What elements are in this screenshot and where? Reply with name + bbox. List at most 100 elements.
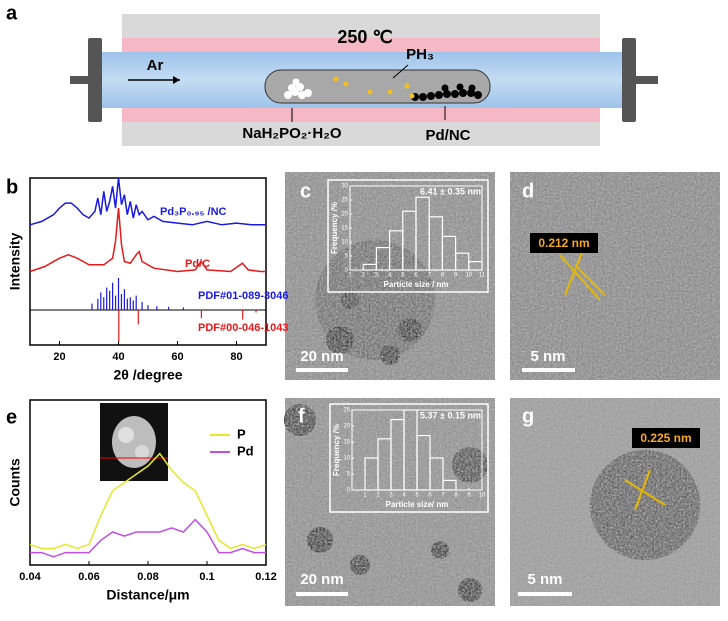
precursor-powder xyxy=(284,78,312,99)
end-cap xyxy=(88,38,102,122)
x-tick-label: 2 xyxy=(376,493,380,499)
x-tick-label: 7 xyxy=(428,273,432,279)
y-tick-label: 15 xyxy=(343,440,350,446)
label-box xyxy=(530,233,598,253)
arrow-head xyxy=(173,76,180,84)
x-tick-label: 10 xyxy=(479,493,486,499)
scale-bar-label: 20 nm xyxy=(300,348,343,365)
haadf-inset xyxy=(100,403,168,481)
y-tick-label: 20 xyxy=(341,212,348,218)
precursor-label: NaH₂PO₂·H₂O xyxy=(242,125,342,142)
panel-label: b xyxy=(6,176,18,198)
y-tick-label: 10 xyxy=(343,456,350,462)
tem-c xyxy=(285,172,495,380)
ph3-gas xyxy=(333,76,415,99)
x-axis-label: Particle size / nm xyxy=(384,280,449,289)
legend-label: Pd xyxy=(237,443,254,458)
x-tick-label: 3 xyxy=(389,493,393,499)
x-tick-label: 9 xyxy=(467,493,471,499)
plot-frame xyxy=(29,177,267,346)
hist-bar xyxy=(429,457,444,491)
x-tick-label: 6 xyxy=(428,493,432,499)
y-tick-label: 0 xyxy=(347,488,351,494)
x-tick-label: 1 xyxy=(363,493,367,499)
legend-label: P xyxy=(237,426,246,441)
temperature: 250 ℃ xyxy=(337,27,392,47)
x-tick-label: 80 xyxy=(230,351,242,363)
tem-f xyxy=(284,398,495,606)
series-label: Pd/C xyxy=(185,258,210,270)
end-pin xyxy=(636,76,658,84)
panel-label: e xyxy=(6,406,17,428)
end-cap xyxy=(622,38,636,122)
x-tick-label: 11 xyxy=(479,273,486,279)
mean-size: 6.41 ± 0.35 nm xyxy=(420,186,481,196)
x-tick-label: 4 xyxy=(388,273,392,279)
x-tick-label: 1 xyxy=(348,273,352,279)
y-tick-label: 0 xyxy=(345,268,349,274)
x-tick-label: 10 xyxy=(465,273,472,279)
panel-label: a xyxy=(6,2,18,24)
y-axis-label: Counts xyxy=(7,458,23,506)
scale-bar-label: 5 nm xyxy=(527,571,562,588)
x-tick-label: 8 xyxy=(441,273,445,279)
y-tick-label: 5 xyxy=(345,254,349,260)
scale-bar-label: 20 nm xyxy=(300,571,343,588)
y-tick-label: 10 xyxy=(341,240,348,246)
reference-label: PDF#01-089-3046 xyxy=(198,290,289,302)
panel-label: c xyxy=(300,180,311,202)
x-tick-label: 5 xyxy=(401,273,405,279)
x-tick-label: 8 xyxy=(454,493,458,499)
x-tick-label: 0.04 xyxy=(19,571,41,583)
x-tick-label: 9 xyxy=(454,273,458,279)
x-tick-label: 0.06 xyxy=(78,571,99,583)
data-line xyxy=(29,452,267,550)
data-line xyxy=(29,177,266,226)
support-label: Pd/NC xyxy=(426,127,471,144)
x-tick-label: 20 xyxy=(53,351,65,363)
series-label: Pd₃P₀.₉₅ /NC xyxy=(160,206,227,218)
panel-label: f xyxy=(298,405,305,427)
pd-nc-powder xyxy=(411,83,482,101)
mean-size: 5.37 ± 0.15 nm xyxy=(420,410,481,420)
label-box xyxy=(632,428,700,448)
x-tick-label: 4 xyxy=(402,493,406,499)
lattice-spacing: 0.225 nm xyxy=(640,431,691,445)
inset-frame xyxy=(327,179,489,293)
x-axis-label: 2θ /degree xyxy=(113,367,182,383)
data-line xyxy=(29,208,266,273)
panel-label: d xyxy=(522,180,534,202)
y-tick-label: 5 xyxy=(347,472,351,478)
x-tick-label: 2 xyxy=(362,273,366,279)
hist-bar xyxy=(468,261,483,271)
x-tick-label: 5 xyxy=(415,493,419,499)
y-tick-label: 15 xyxy=(341,226,348,232)
y-tick-label: 20 xyxy=(343,424,350,430)
x-tick-label: 0.1 xyxy=(199,571,214,583)
x-tick-label: 3 xyxy=(375,273,379,279)
x-tick-label: 40 xyxy=(112,351,124,363)
reference-label: PDF#00-046-1043 xyxy=(198,322,289,334)
data-line xyxy=(30,518,266,558)
x-tick-label: 0.12 xyxy=(255,571,276,583)
x-tick-label: 6 xyxy=(414,273,418,279)
inset-frame xyxy=(329,403,489,513)
x-tick-label: 7 xyxy=(441,493,445,499)
arrow xyxy=(392,64,409,79)
end-pin xyxy=(70,76,92,84)
x-axis-label: Particle size/ nm xyxy=(386,500,449,509)
y-axis-label: Frequency /% xyxy=(330,202,339,254)
hist-bar xyxy=(442,479,457,491)
lattice-spacing: 0.212 nm xyxy=(538,236,589,250)
y-tick-label: 25 xyxy=(341,198,348,204)
y-axis-label: Frequency /% xyxy=(332,424,341,476)
y-tick-label: 25 xyxy=(343,408,350,414)
x-tick-label: 60 xyxy=(171,351,183,363)
x-tick-label: 0.08 xyxy=(137,571,158,583)
tem-d xyxy=(510,172,720,380)
x-axis-label: Distance/μm xyxy=(106,587,189,603)
panel-label: g xyxy=(522,405,534,427)
y-axis-label: Intensity xyxy=(7,233,23,291)
y-tick-label: 30 xyxy=(341,184,348,190)
